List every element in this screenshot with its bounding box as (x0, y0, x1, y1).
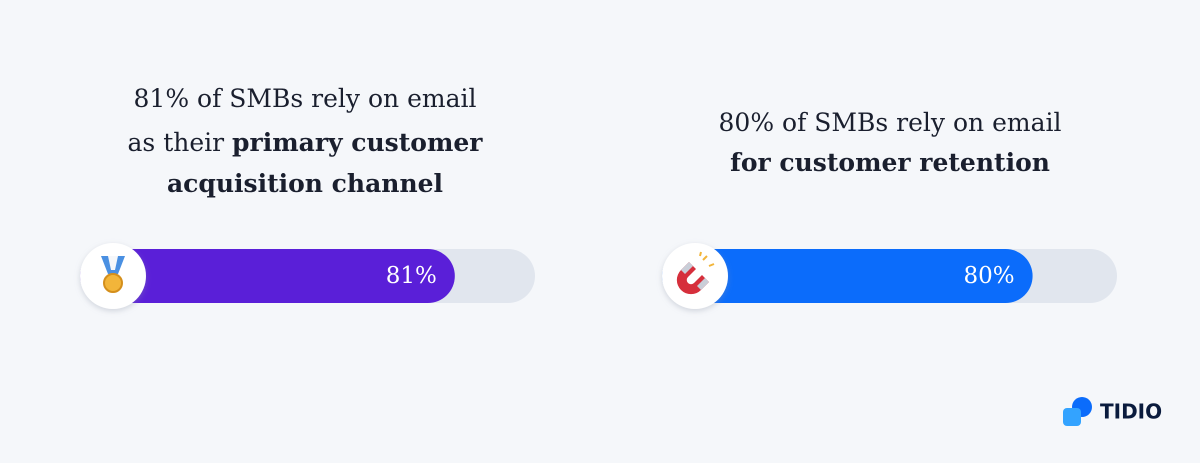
headline-line: as their primary customer (128, 128, 484, 157)
headline-line: for customer retention (730, 148, 1050, 177)
headline-line: 81% of SMBs rely on email (134, 84, 477, 113)
value-label: 81% (386, 263, 437, 289)
medal-ribbon-inner (108, 256, 118, 270)
headline-run: for customer retention (730, 148, 1050, 177)
magnet-tips (681, 262, 709, 290)
sparks (699, 251, 715, 267)
value-label: 80% (963, 263, 1014, 289)
headline-run: as their (128, 128, 233, 157)
headline-run: acquisition channel (167, 169, 443, 198)
headline-line: acquisition channel (167, 169, 443, 198)
icon-badge (662, 243, 728, 309)
logo-icon (1063, 397, 1092, 426)
headline-run: 80% of SMBs rely on email (719, 108, 1062, 137)
logo-text: TIDIO (1100, 400, 1162, 424)
bar-fill (662, 249, 1033, 303)
headline-run: primary customer (232, 128, 483, 157)
bar-fill (80, 249, 455, 303)
medal (103, 273, 123, 293)
headline-run: 81% of SMBs rely on email (134, 84, 477, 113)
headline-line: 80% of SMBs rely on email (719, 108, 1062, 137)
